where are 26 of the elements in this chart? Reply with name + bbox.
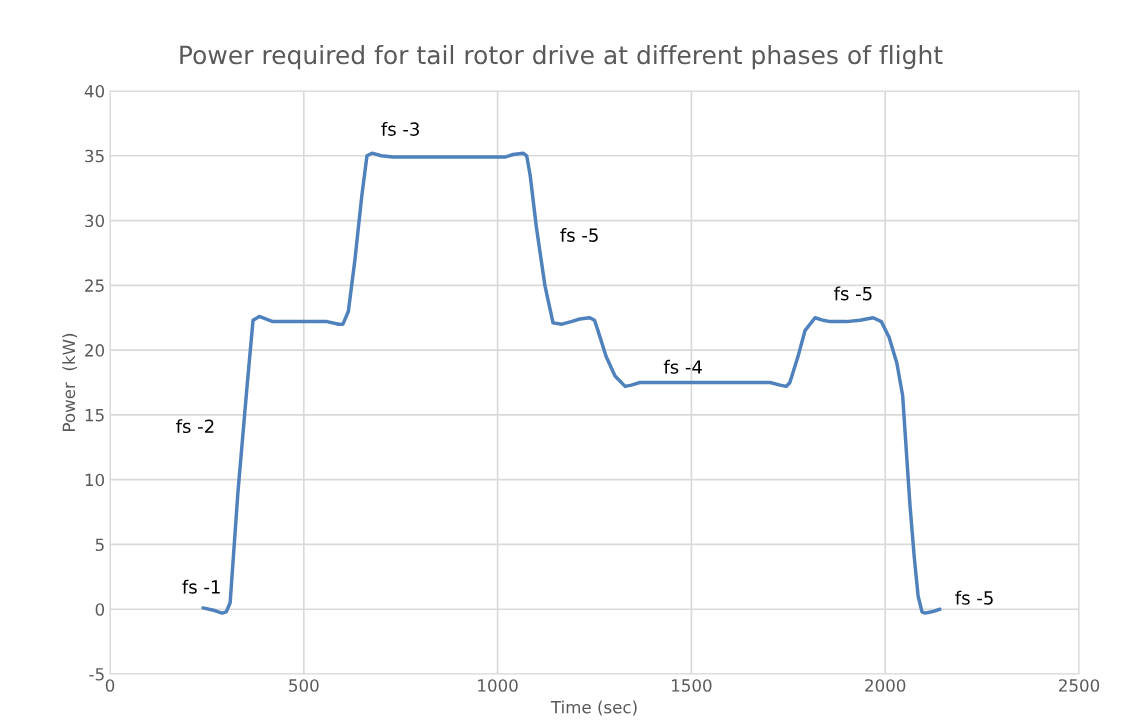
chart-title: Power required for tail rotor drive at different phases of flight <box>180 45 943 70</box>
y-tick-label: 5 <box>95 538 104 552</box>
x-tick-label: 1000 <box>478 679 518 692</box>
y-tick-label: -5 <box>89 668 104 681</box>
x-tick-label: 2000 <box>865 679 906 692</box>
y-tick-label: 10 <box>85 473 105 487</box>
y-tick-label: 20 <box>85 344 105 357</box>
annotation: fs -1 <box>182 579 220 594</box>
y-tick-label: 30 <box>85 214 105 228</box>
x-tick-label: 500 <box>289 679 319 692</box>
x-tick-label: 2500 <box>1059 679 1100 692</box>
annotation: fs -2 <box>176 419 214 434</box>
x-tick-label: 1500 <box>672 679 712 692</box>
y-tick-label: 25 <box>85 279 104 292</box>
y-tick-label: 0 <box>95 603 105 616</box>
y-tick-label: 40 <box>84 84 105 98</box>
y-axis-title: Power (kW) <box>62 333 78 431</box>
y-tick-label: 15 <box>85 409 104 422</box>
y-tick-label: 35 <box>85 149 104 163</box>
x-axis-title: Time (sec) <box>550 700 637 716</box>
x-tick-label: 0 <box>105 679 115 692</box>
annotation: fs -5 <box>834 286 872 301</box>
annotation: fs -5 <box>955 590 993 605</box>
annotation: fs -3 <box>381 121 419 136</box>
annotation: fs -4 <box>663 359 702 374</box>
annotation: fs -5 <box>560 227 598 242</box>
